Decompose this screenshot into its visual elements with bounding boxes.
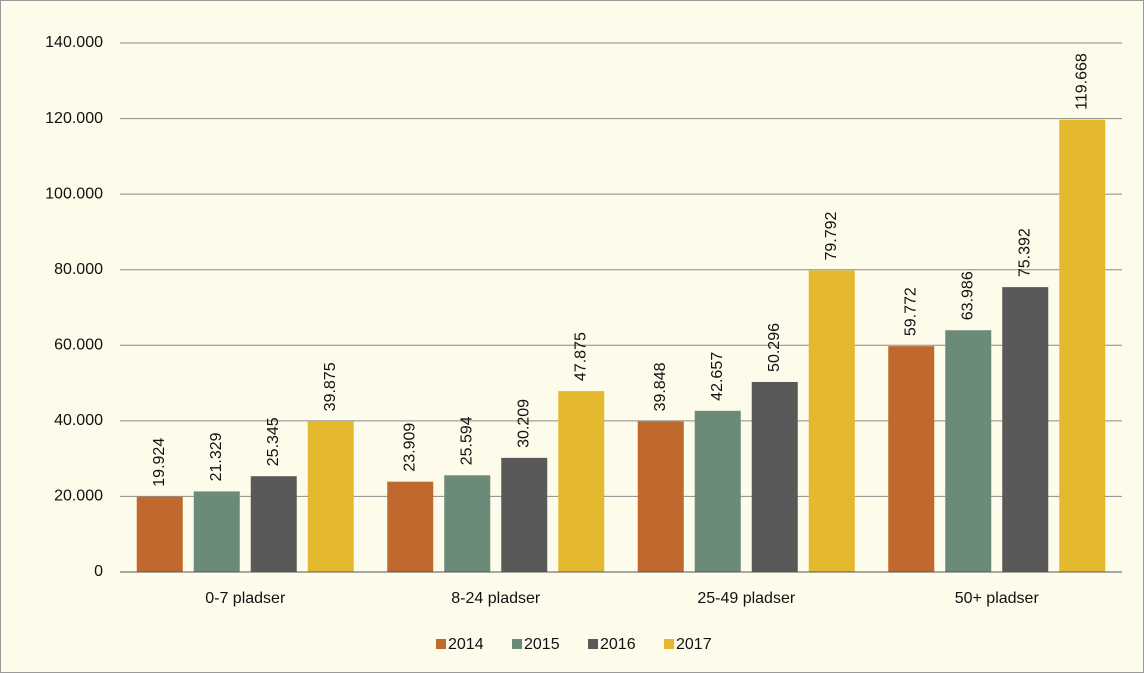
value-label: 47.875 xyxy=(572,332,589,381)
value-label: 39.848 xyxy=(652,362,669,411)
x-tick-label: 0-7 pladser xyxy=(205,590,286,607)
legend-swatch xyxy=(664,639,674,649)
value-label: 75.392 xyxy=(1016,228,1033,277)
x-tick-label: 8-24 pladser xyxy=(451,590,541,607)
value-label: 25.594 xyxy=(458,416,475,465)
y-tick-label: 20.000 xyxy=(54,488,103,505)
bar xyxy=(808,270,855,572)
y-tick-label: 0 xyxy=(94,563,103,580)
bar xyxy=(501,457,548,572)
bar xyxy=(751,381,798,572)
value-label: 19.924 xyxy=(151,438,168,487)
value-label: 63.986 xyxy=(959,271,976,320)
value-label: 21.329 xyxy=(208,432,225,481)
legend-label: 2014 xyxy=(448,636,484,653)
value-label: 30.209 xyxy=(515,399,532,448)
y-tick-label: 40.000 xyxy=(54,412,103,429)
value-label: 42.657 xyxy=(709,352,726,401)
legend-swatch xyxy=(512,639,522,649)
legend-label: 2017 xyxy=(676,636,712,653)
value-label: 25.345 xyxy=(265,417,282,466)
x-tick-label: 50+ pladser xyxy=(955,590,1040,607)
value-label: 59.772 xyxy=(902,287,919,336)
value-label: 50.296 xyxy=(766,323,783,372)
bar xyxy=(193,491,240,572)
bar xyxy=(250,476,297,572)
y-tick-label: 80.000 xyxy=(54,261,103,278)
value-label: 79.792 xyxy=(823,211,840,260)
legend-swatch xyxy=(436,639,446,649)
bar xyxy=(945,330,992,572)
y-tick-label: 140.000 xyxy=(45,34,103,51)
value-label: 39.875 xyxy=(322,362,339,411)
bar xyxy=(888,346,935,572)
bar xyxy=(1059,119,1106,572)
bar xyxy=(136,496,183,572)
bar xyxy=(558,391,605,572)
bar xyxy=(307,421,354,572)
bar xyxy=(1002,287,1049,572)
value-label: 119.668 xyxy=(1073,53,1090,110)
y-tick-label: 60.000 xyxy=(54,337,103,354)
value-label: 23.909 xyxy=(401,423,418,472)
bar xyxy=(387,481,434,572)
legend-label: 2015 xyxy=(524,636,560,653)
bar xyxy=(637,421,684,572)
bar xyxy=(444,475,491,572)
y-tick-label: 120.000 xyxy=(45,110,103,127)
legend-swatch xyxy=(588,639,598,649)
bar xyxy=(694,410,741,572)
x-tick-label: 25-49 pladser xyxy=(697,590,796,607)
y-tick-label: 100.000 xyxy=(45,185,103,202)
legend-label: 2016 xyxy=(600,636,636,653)
